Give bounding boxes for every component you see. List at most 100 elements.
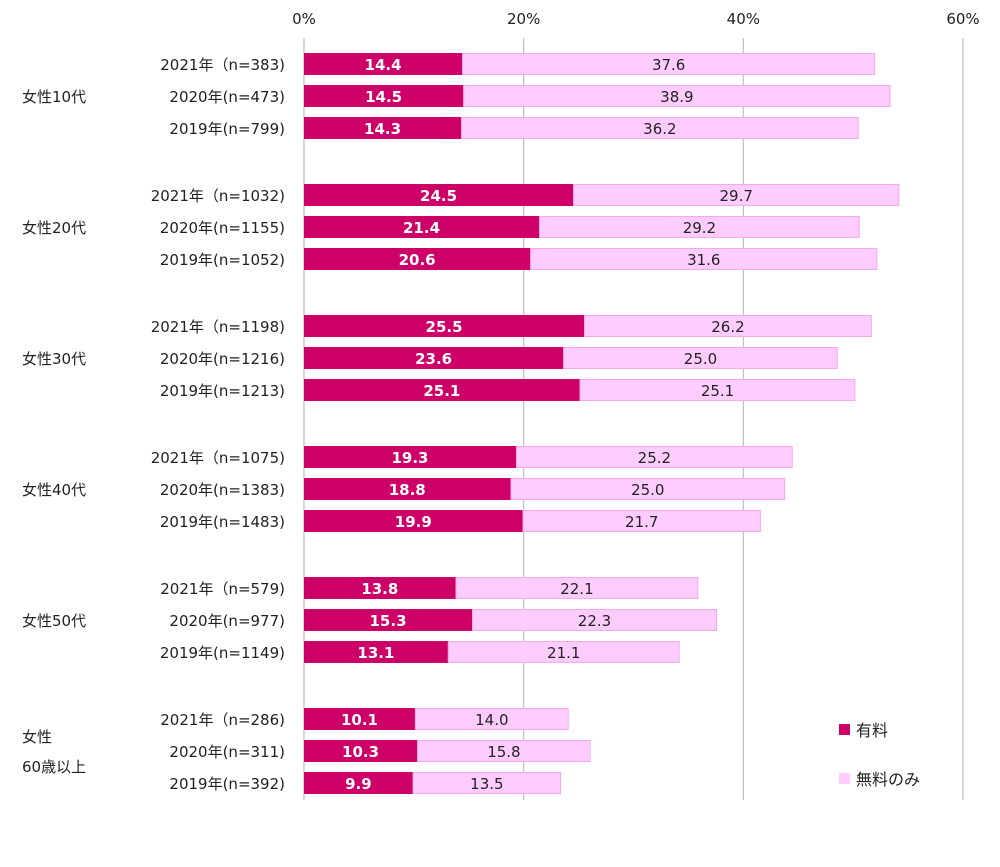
bar-free [522, 510, 761, 532]
bar-free [414, 708, 569, 730]
row-label: 2020年(n=977) [169, 612, 285, 630]
value-label-free: 37.6 [652, 56, 685, 74]
group-label: 女性10代 [22, 88, 86, 106]
bar-paid [304, 772, 413, 794]
bar-paid [304, 641, 448, 663]
row-labels: 女性10代 2021年（n=383) 14.4 37.6 2020年(n=473) 14.… [22, 56, 753, 793]
value-label-paid: 19.9 [395, 513, 432, 531]
value-label-free: 38.9 [660, 88, 693, 106]
row-label: 2019年(n=1483) [160, 513, 285, 531]
value-label-free: 25.2 [638, 449, 671, 467]
bar-free [462, 53, 876, 75]
value-label-free: 31.6 [687, 251, 720, 269]
value-label-paid: 24.5 [420, 187, 457, 205]
value-label-free: 13.5 [470, 775, 503, 793]
x-axis-ticks: 0% 20% 40% 60% [292, 10, 980, 28]
row-label: 2020年(n=311) [169, 743, 285, 761]
group-label: 女性30代 [22, 350, 86, 368]
value-label-paid: 14.4 [365, 56, 402, 74]
row-label: 2021年（n=579) [160, 580, 285, 598]
group-label: 女性20代 [22, 219, 86, 237]
bar-free [412, 772, 562, 794]
bar-free [539, 216, 860, 238]
bar-paid [304, 510, 523, 532]
bar-free [472, 609, 717, 631]
row-label: 2021年（n=1198) [151, 318, 285, 336]
value-label-paid: 14.5 [365, 88, 402, 106]
value-label-free: 25.1 [701, 382, 734, 400]
bar-paid [304, 478, 511, 500]
bar-free [530, 248, 878, 270]
row-label: 2019年(n=1149) [160, 644, 285, 662]
legend-swatch-paid [839, 724, 850, 735]
bar-free [563, 347, 838, 369]
value-label-free: 25.0 [684, 350, 717, 368]
x-tick-label: 60% [946, 10, 979, 28]
x-tick-label: 20% [507, 10, 540, 28]
bar-paid [304, 315, 585, 337]
bar-paid [304, 708, 415, 730]
value-label-free: 21.7 [625, 513, 658, 531]
row-label: 2019年(n=1052) [160, 251, 285, 269]
row-label: 2021年（n=286) [160, 711, 285, 729]
value-label-paid: 10.3 [342, 743, 379, 761]
bar-paid [304, 347, 564, 369]
row-label: 2019年(n=1213) [160, 382, 285, 400]
value-label-free: 29.7 [719, 187, 752, 205]
bar-paid [304, 577, 456, 599]
legend-swatch-free [839, 773, 850, 784]
group-label: 60歳以上 [22, 758, 86, 776]
bar-free [579, 379, 856, 401]
x-tick-label: 40% [727, 10, 760, 28]
bars [304, 53, 900, 794]
value-label-paid: 14.3 [364, 120, 401, 138]
bar-free [417, 740, 591, 762]
bar-free [515, 446, 793, 468]
row-label: 2020年(n=1155) [160, 219, 285, 237]
row-label: 2020年(n=473) [169, 88, 285, 106]
row-label: 2019年(n=799) [169, 120, 285, 138]
grid-lines [303, 38, 964, 800]
value-label-paid: 10.1 [341, 711, 378, 729]
value-label-free: 22.3 [578, 612, 611, 630]
bar-free [584, 315, 872, 337]
bar-paid [304, 117, 462, 139]
value-label-free: 29.2 [683, 219, 716, 237]
bar-paid [304, 740, 418, 762]
bar-free [455, 577, 699, 599]
bar-free [510, 478, 786, 500]
value-label-free: 26.2 [711, 318, 744, 336]
legend-label-paid: 有料 [856, 721, 888, 740]
group-label: 女性 [22, 728, 52, 746]
bar-paid [304, 446, 516, 468]
bar-paid [304, 248, 531, 270]
bar-paid [304, 85, 464, 107]
value-label-free: 21.1 [547, 644, 580, 662]
bar-paid [304, 216, 540, 238]
value-label-free: 14.0 [475, 711, 508, 729]
row-label: 2020年(n=1383) [160, 481, 285, 499]
value-label-paid: 13.1 [357, 644, 394, 662]
row-label: 2019年(n=392) [169, 775, 285, 793]
bar-paid [304, 609, 473, 631]
value-label-free: 22.1 [560, 580, 593, 598]
value-label-paid: 13.8 [361, 580, 398, 598]
bar-free [447, 641, 680, 663]
value-label-paid: 15.3 [370, 612, 407, 630]
x-tick-label: 0% [292, 10, 316, 28]
value-label-paid: 18.8 [389, 481, 426, 499]
bar-paid [304, 379, 580, 401]
legend-label-free: 無料のみ [856, 770, 920, 789]
value-label-paid: 25.1 [423, 382, 460, 400]
bar-paid [304, 53, 463, 75]
bar-free [461, 117, 859, 139]
value-label-free: 15.8 [487, 743, 520, 761]
value-label-paid: 25.5 [426, 318, 463, 336]
value-label-free: 25.0 [631, 481, 664, 499]
value-label-free: 36.2 [643, 120, 676, 138]
bar-paid [304, 184, 574, 206]
value-label-paid: 19.3 [391, 449, 428, 467]
group-label: 女性40代 [22, 481, 86, 499]
value-label-paid: 20.6 [399, 251, 436, 269]
